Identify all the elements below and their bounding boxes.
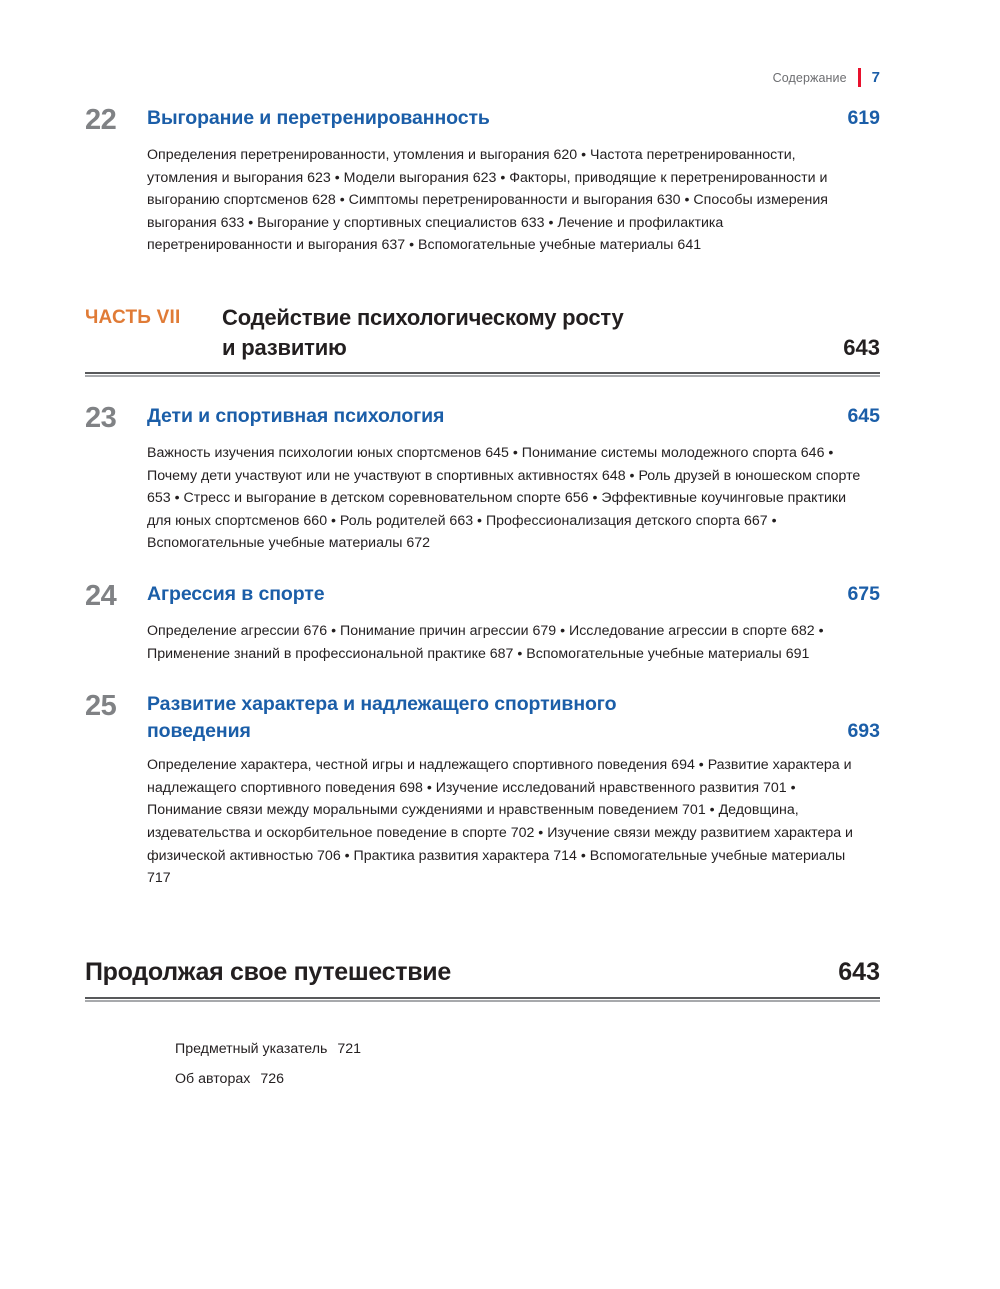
chapter-25-title-line-1: Развитие характера и надлежащего спортив… [147, 693, 617, 716]
closing-rule [85, 996, 880, 1002]
backmatter-index-label: Предметный указатель [175, 1040, 328, 1057]
chapter-23-folio[interactable]: 645 [847, 404, 880, 427]
chapter-23-header: 23 Дети и спортивная психология 645 [85, 403, 880, 433]
chapter-24-description: Определение агрессии 676 • Понимание при… [147, 622, 824, 662]
part-7-title-line-1: Содействие психологическому росту [222, 304, 624, 330]
toc-entry-chapter-22[interactable]: 22 Выгорание и перетренированность 619 О… [85, 105, 880, 257]
chapter-25-folio[interactable]: 693 [847, 720, 880, 743]
part-7-folio[interactable]: 643 [843, 334, 880, 360]
running-header-label: Содержание [772, 70, 847, 85]
chapter-22-description: Определения перетренированности, утомлен… [147, 147, 828, 254]
toc-content: 22 Выгорание и перетренированность 619 О… [85, 105, 880, 1094]
backmatter-authors-label: Об авторах [175, 1070, 251, 1087]
chapter-25-title-line-2: поведения [147, 720, 251, 743]
backmatter-index-page: 721 [337, 1040, 362, 1057]
backmatter-authors-page: 726 [260, 1070, 284, 1087]
toc-entry-closing[interactable]: Продолжая свое путешествие 643 [85, 956, 880, 1002]
backmatter-item-authors[interactable]: Об авторах 726 [175, 1064, 880, 1094]
spacer [85, 665, 880, 691]
backmatter-list: Предметный указатель 721 Об авторах 726 [175, 1034, 880, 1094]
chapter-24-title[interactable]: Агрессия в спорте [147, 582, 325, 605]
chapter-25-header: 25 Развитие характера и надлежащего спор… [85, 691, 880, 745]
chapter-24-folio[interactable]: 675 [847, 582, 880, 605]
spacer [85, 936, 880, 956]
closing-title[interactable]: Продолжая свое путешествие [85, 957, 451, 986]
spacer [85, 555, 880, 581]
chapter-24-header: 24 Агрессия в спорте 675 [85, 581, 880, 611]
chapter-22-title[interactable]: Выгорание и перетренированность [147, 107, 490, 129]
chapter-23-number: 23 [85, 401, 117, 434]
closing-folio[interactable]: 643 [838, 957, 880, 986]
rule-dark-line [85, 996, 880, 999]
spacer [85, 377, 880, 403]
part-7-rule [85, 371, 880, 377]
spacer [85, 257, 880, 303]
part-7-header: ЧАСТЬ VII Содействие психологическому ро… [85, 303, 880, 363]
closing-header: Продолжая свое путешествие 643 [85, 956, 880, 988]
spacer [85, 890, 880, 936]
chapter-25-title-row: Развитие характера и надлежащего спортив… [147, 691, 880, 745]
chapter-22-header: 22 Выгорание и перетренированность 619 [85, 105, 880, 135]
running-header: Содержание 7 [773, 68, 880, 87]
chapter-22-title-row: Выгорание и перетренированность 619 [147, 105, 880, 132]
chapter-25-number: 25 [85, 690, 117, 723]
part-7-title[interactable]: Содействие психологическому росту и разв… [222, 303, 624, 363]
part-7-kicker: ЧАСТЬ VII [85, 306, 181, 328]
rule-light-line [85, 999, 880, 1002]
chapter-23-title-row: Дети и спортивная психология 645 [147, 403, 880, 430]
chapter-23-description: Важность изучения психологии юных спортс… [147, 444, 861, 552]
toc-entry-chapter-25[interactable]: 25 Развитие характера и надлежащего спор… [85, 691, 880, 890]
toc-entry-part-7[interactable]: ЧАСТЬ VII Содействие психологическому ро… [85, 303, 880, 377]
backmatter-item-index[interactable]: Предметный указатель 721 [175, 1034, 880, 1064]
part-7-title-row: Содействие психологическому росту и разв… [222, 303, 880, 363]
chapter-23-title[interactable]: Дети и спортивная психология [147, 404, 445, 427]
chapter-22-folio[interactable]: 619 [847, 107, 880, 129]
running-header-folio: 7 [871, 69, 880, 86]
toc-entry-chapter-24[interactable]: 24 Агрессия в спорте 675 Определение агр… [85, 581, 880, 665]
chapter-24-title-row: Агрессия в спорте 675 [147, 581, 880, 608]
chapter-24-number: 24 [85, 579, 117, 612]
chapter-25-description: Определение характера, честной игры и на… [147, 757, 853, 887]
chapter-22-number: 22 [85, 104, 117, 136]
rule-dark-line [85, 371, 880, 374]
part-7-title-line-2: и развитию [222, 334, 347, 360]
chapter-25-title[interactable]: Развитие характера и надлежащего спортив… [147, 691, 616, 745]
toc-entry-chapter-23[interactable]: 23 Дети и спортивная психология 645 Важн… [85, 403, 880, 555]
rule-light-line [85, 374, 880, 377]
running-header-divider [857, 68, 861, 87]
